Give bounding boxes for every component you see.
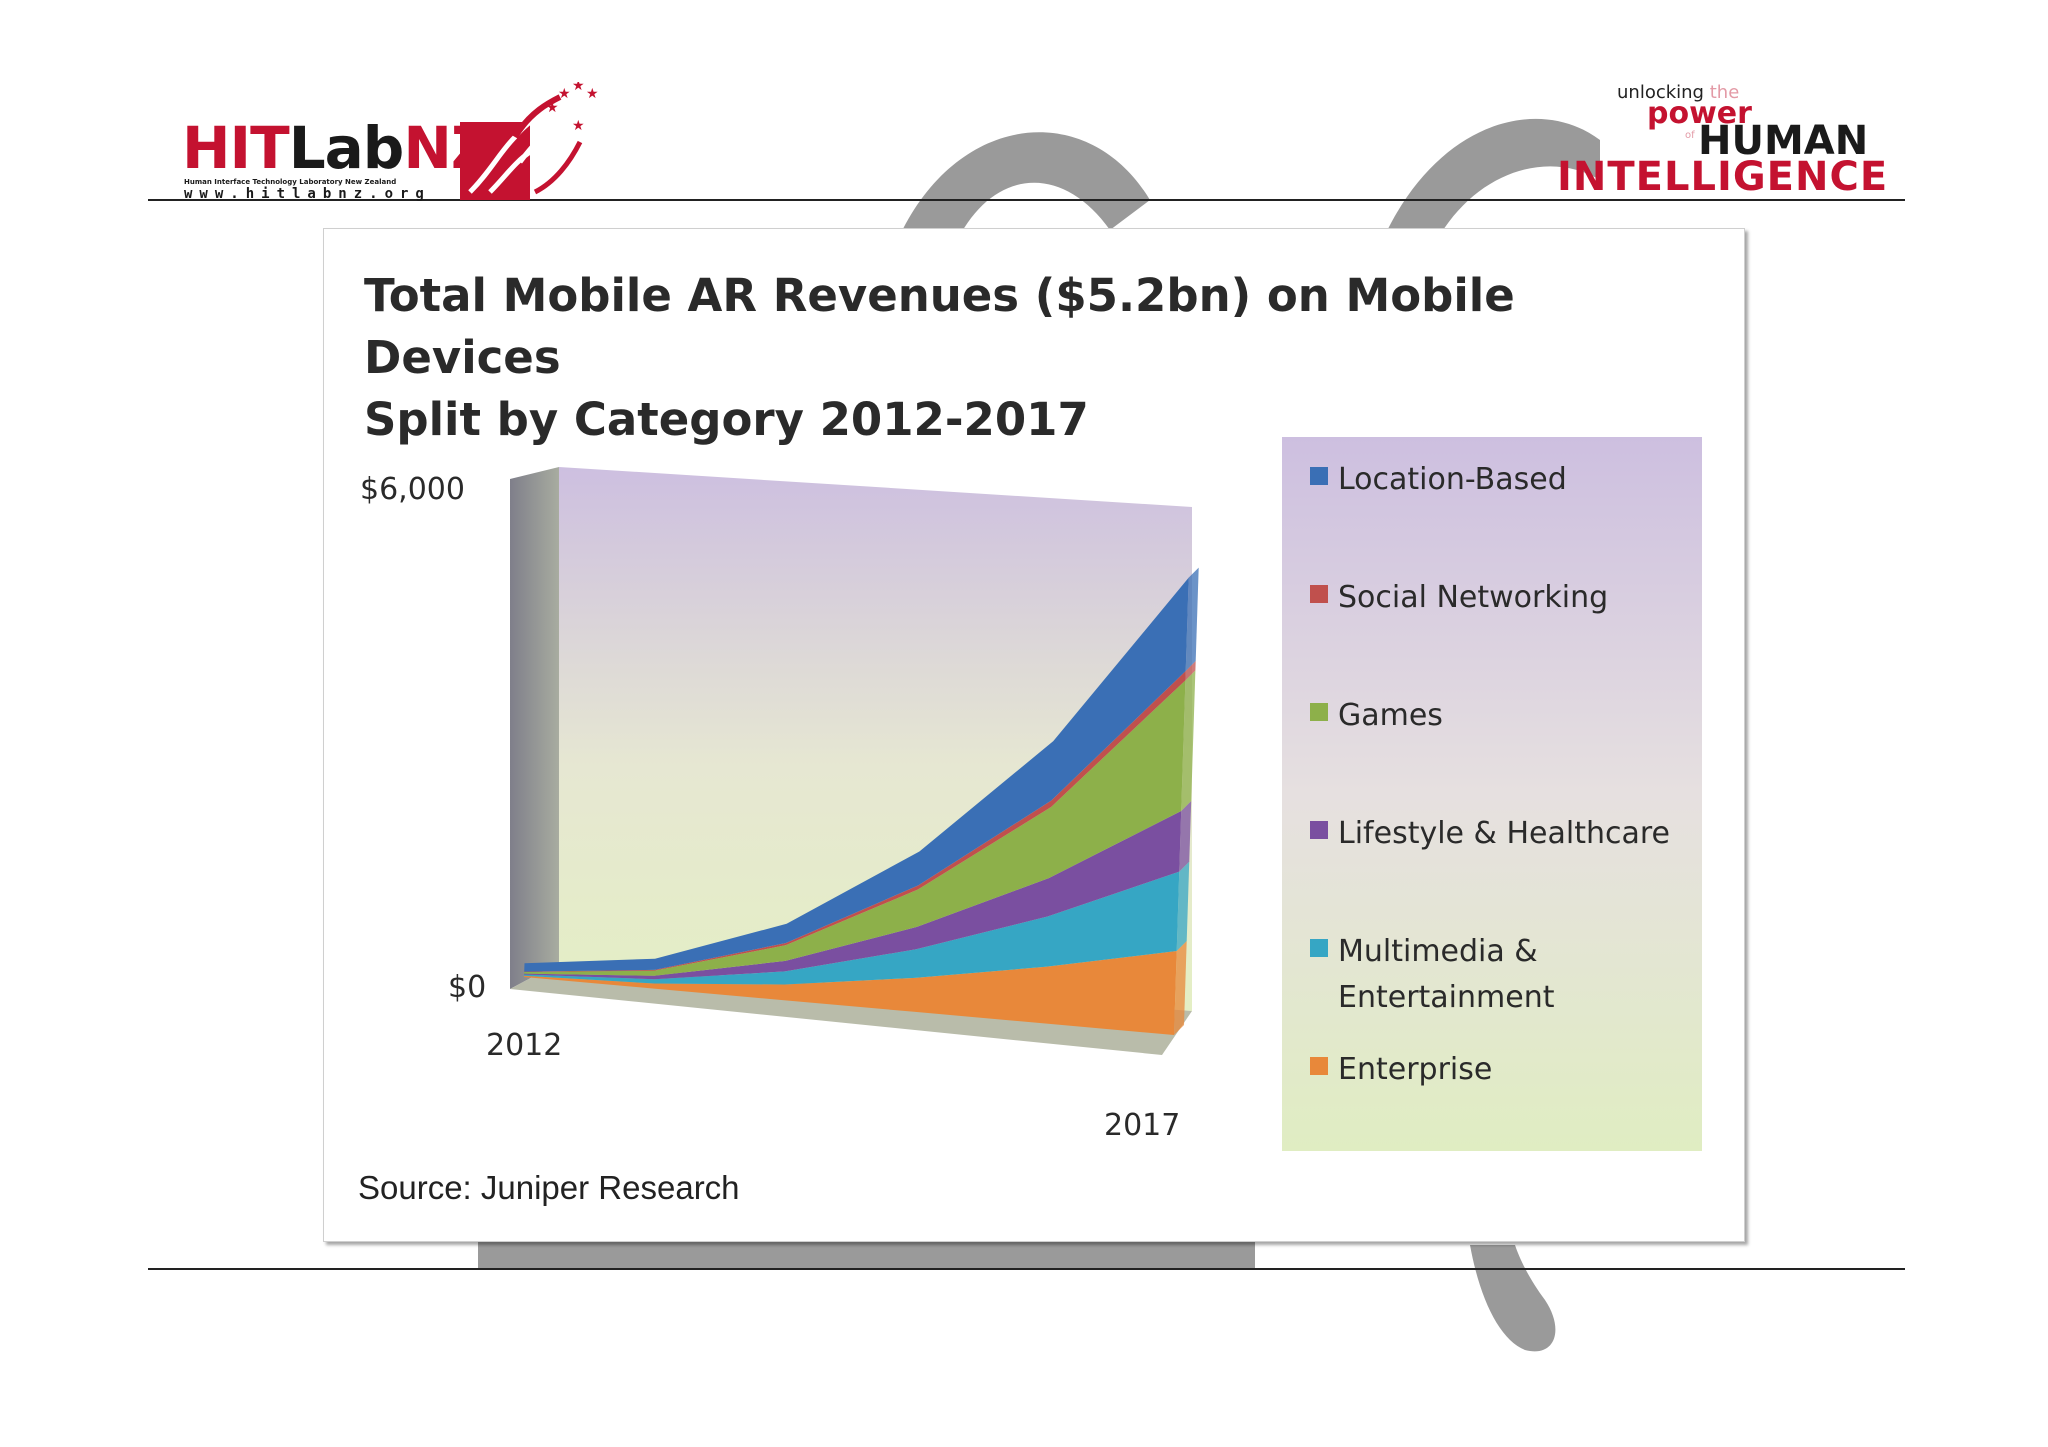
legend-label-lifestyle-healthcare: Lifestyle & Healthcare	[1338, 816, 1670, 851]
swoosh-arc-left	[900, 132, 1150, 245]
logo-word-the: the	[1709, 82, 1740, 103]
area-end-face-games	[1181, 670, 1196, 811]
legend-label-games: Games	[1338, 698, 1443, 733]
legend-swatch-enterprise	[1310, 1057, 1328, 1075]
logo-word-power: power	[1647, 96, 1752, 131]
swoosh-bottom-hook	[1470, 1245, 1556, 1352]
x-tick-last: 2017	[1104, 1108, 1180, 1143]
chart-title: Total Mobile AR Revenues ($5.2bn) on Mob…	[364, 269, 1515, 446]
logo-unlocking-text: unlocking the	[1617, 82, 1739, 103]
svg-text:★: ★	[572, 118, 585, 134]
svg-text:★: ★	[586, 86, 599, 102]
legend-swatch-games	[1310, 703, 1328, 721]
chart-legend: Location-Based Social Networking Games Life…	[1310, 462, 1670, 1087]
hitlabnz-subtitle: Human Interface Technology Laboratory Ne…	[184, 178, 397, 186]
brand-hit: HIT	[182, 114, 290, 182]
unlocking-power-logo: unlocking the power of HUMAN INTELLIGENC…	[1555, 78, 1905, 200]
logo-word-intelligence: INTELLIGENCE	[1557, 154, 1889, 200]
legend-swatch-multimedia-entertainment	[1310, 939, 1328, 957]
area-multimedia-entertainment	[524, 871, 1180, 985]
area-end-face-social-networking	[1185, 661, 1196, 681]
legend-label-location-based: Location-Based	[1338, 462, 1567, 497]
logo-word-of: of	[1685, 130, 1695, 141]
svg-text:★: ★	[572, 82, 585, 94]
swoosh-bottom-band	[478, 1240, 1255, 1270]
header-rule	[148, 199, 1905, 201]
legend-swatch-location-based	[1310, 467, 1328, 485]
area-enterprise	[524, 951, 1177, 1035]
hitlabnz-figure-icon: ★ ★ ★ ★ ★	[460, 82, 599, 200]
area-games	[524, 680, 1186, 976]
area-lifestyle-healthcare	[524, 811, 1182, 980]
chart-side-wall	[510, 467, 559, 989]
logo-word-unlocking: unlocking	[1617, 82, 1704, 103]
legend-label-multimedia-entertainment: Multimedia & Entertainment	[1338, 934, 1555, 1015]
chart-areas	[524, 567, 1199, 1035]
swoosh-arc-right	[1385, 118, 1600, 235]
chart-source: Source: Juniper Research	[358, 1169, 740, 1206]
svg-text:★: ★	[546, 100, 559, 116]
area-end-face-enterprise	[1174, 941, 1187, 1035]
hitlabnz-url: www.hitlabnz.org	[184, 186, 431, 202]
area-end-face-location-based	[1185, 567, 1199, 671]
area-end-face-lifestyle-healthcare	[1179, 801, 1192, 872]
hitlabnz-logo: HITLabNZ Human Interface Technology Labo…	[182, 82, 602, 202]
legend-swatch-lifestyle-healthcare	[1310, 821, 1328, 839]
y-tick-top: $6,000	[360, 472, 465, 507]
legend-box	[1282, 437, 1702, 1151]
svg-text:★: ★	[558, 86, 571, 102]
brand-lab: Lab	[288, 114, 405, 182]
area-end-face-multimedia-entertainment	[1176, 861, 1190, 951]
chart-panel: Total Mobile AR Revenues ($5.2bn) on Mob…	[323, 228, 1745, 1242]
y-tick-bottom: $0	[448, 970, 486, 1005]
legend-label-social-networking: Social Networking	[1338, 580, 1608, 615]
area-location-based	[524, 577, 1189, 972]
logo-word-human: HUMAN	[1698, 118, 1869, 164]
chart-canvas: $6,000 $0 2012 2017 Location-Based Social…	[360, 437, 1702, 1151]
x-tick-first: 2012	[486, 1028, 562, 1063]
legend-swatch-social-networking	[1310, 585, 1328, 603]
footer-rule	[148, 1268, 1905, 1270]
legend-label-enterprise: Enterprise	[1338, 1052, 1492, 1087]
hitlabnz-wordmark: HITLabNZ	[182, 118, 493, 178]
